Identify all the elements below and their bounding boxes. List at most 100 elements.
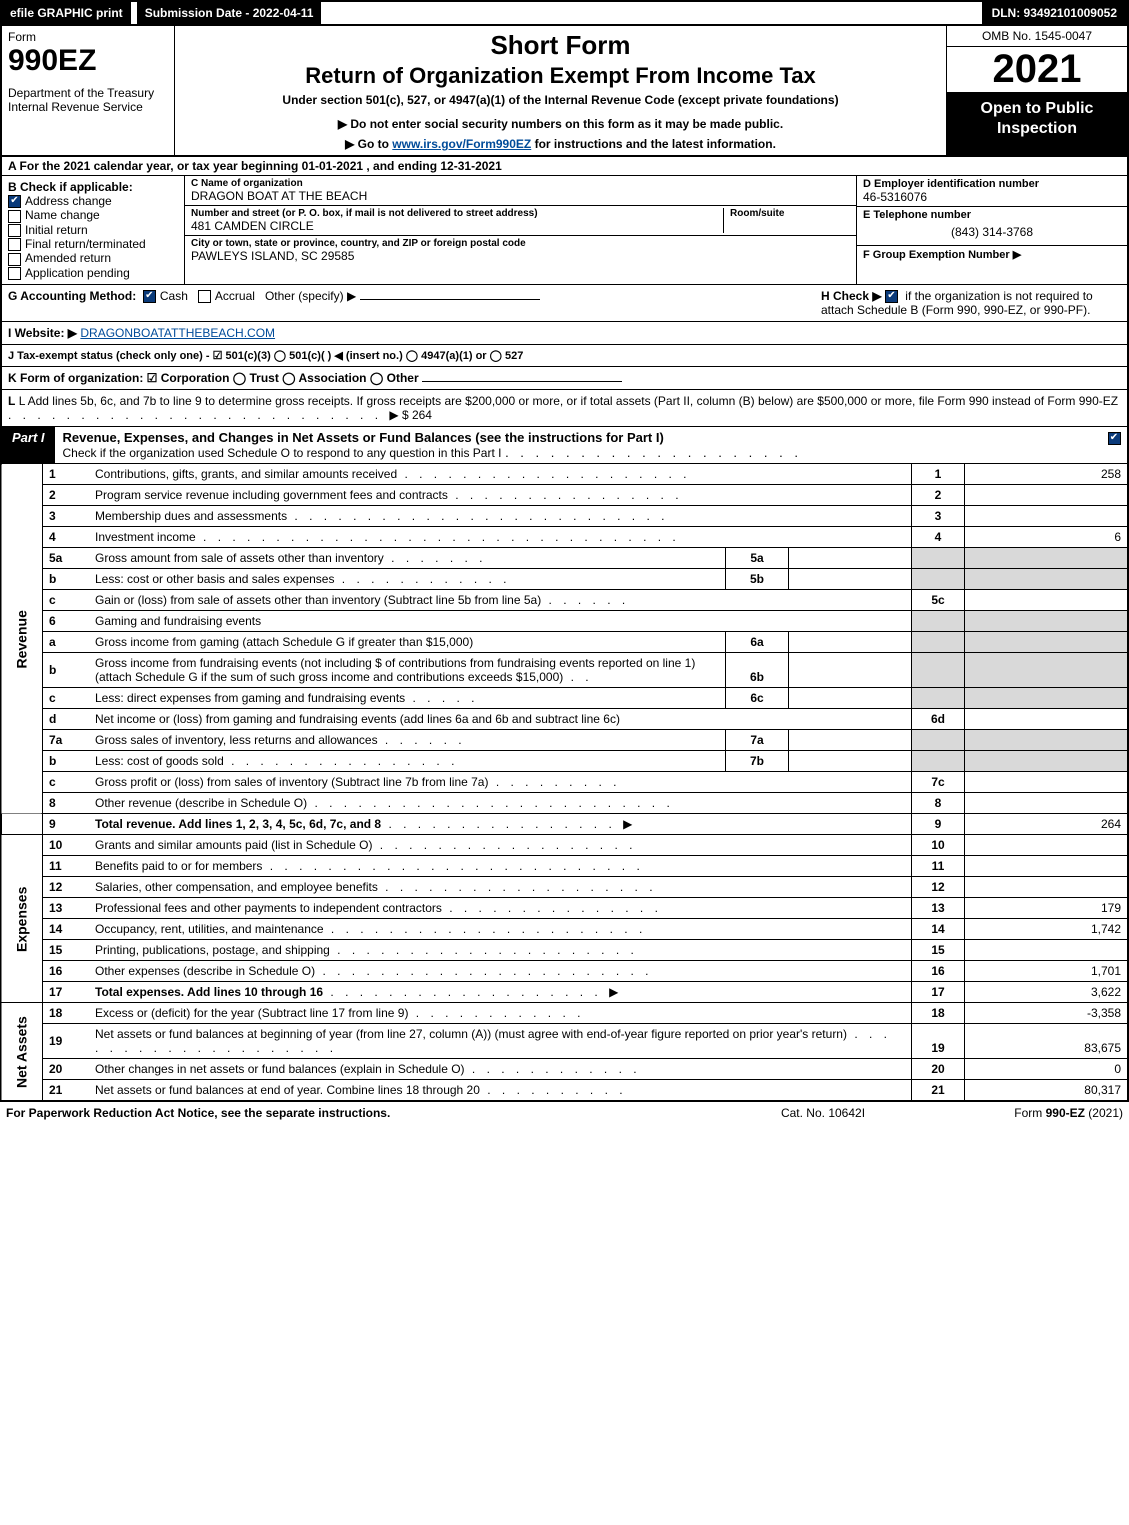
dots: . . . . . . . . . . . . . . . . . . . .: [505, 445, 802, 460]
table-row: 9 Total revenue. Add lines 1, 2, 3, 4, 5…: [1, 814, 1128, 835]
line-num: 1: [43, 464, 90, 485]
line-desc: Other expenses (describe in Schedule O) …: [89, 961, 912, 982]
line-desc: Printing, publications, postage, and shi…: [89, 940, 912, 961]
line-num: 19: [43, 1024, 90, 1059]
line-val: 0: [965, 1059, 1129, 1080]
chk-label: Address change: [25, 194, 112, 208]
line-desc: Gross income from gaming (attach Schedul…: [89, 632, 726, 653]
form-number: 990EZ: [8, 44, 168, 78]
line-desc: Program service revenue including govern…: [89, 485, 912, 506]
table-row: 15 Printing, publications, postage, and …: [1, 940, 1128, 961]
line-desc: Other changes in net assets or fund bala…: [89, 1059, 912, 1080]
table-row: b Gross income from fundraising events (…: [1, 653, 1128, 688]
footer-center: Cat. No. 10642I: [723, 1106, 923, 1120]
line-box: 12: [912, 877, 965, 898]
footer-right: Form 990-EZ (2021): [923, 1106, 1123, 1120]
other-org-line[interactable]: [422, 381, 622, 382]
part-i-checkbox[interactable]: ✔: [1105, 427, 1127, 463]
ein-label: D Employer identification number: [863, 178, 1121, 190]
phone-value: (843) 314-3768: [863, 221, 1121, 243]
website-label: I Website: ▶: [8, 326, 77, 340]
line-num: 2: [43, 485, 90, 506]
line-box: 15: [912, 940, 965, 961]
line-val: [965, 590, 1129, 611]
line-num: 3: [43, 506, 90, 527]
check-icon[interactable]: ✔: [885, 290, 898, 303]
website-link[interactable]: DRAGONBOATATTHEBEACH.COM: [80, 326, 275, 340]
line-desc: Gaming and fundraising events: [89, 611, 912, 632]
row-a-calendar-year: A For the 2021 calendar year, or tax yea…: [0, 157, 1129, 176]
line-box-shade: [912, 548, 965, 569]
address-value: 481 CAMDEN CIRCLE: [191, 219, 723, 233]
line-num: 8: [43, 793, 90, 814]
line-num: 15: [43, 940, 90, 961]
line-box-shade: [912, 611, 965, 632]
row-g-h: G Accounting Method: ✔Cash Accrual Other…: [0, 285, 1129, 322]
org-name-label: C Name of organization: [191, 178, 850, 189]
side-blank: [1, 814, 43, 835]
line-num: 13: [43, 898, 90, 919]
table-row: 4 Investment income . . . . . . . . . . …: [1, 527, 1128, 548]
goto-link[interactable]: www.irs.gov/Form990EZ: [392, 137, 531, 151]
check-icon: ✔: [1108, 432, 1121, 445]
sub-box: 5b: [726, 569, 789, 590]
chk-name-change[interactable]: Name change: [8, 208, 178, 222]
sub-box: 6c: [726, 688, 789, 709]
line-box: 11: [912, 856, 965, 877]
efile-label[interactable]: efile GRAPHIC print: [2, 2, 131, 24]
check-icon[interactable]: [198, 290, 211, 303]
line-box-shade: [912, 688, 965, 709]
side-revenue: Revenue: [1, 464, 43, 814]
line-val: [965, 772, 1129, 793]
line-box: 16: [912, 961, 965, 982]
check-icon[interactable]: ✔: [143, 290, 156, 303]
sub-box: 7b: [726, 751, 789, 772]
sub-val: [789, 688, 912, 709]
table-row: 2 Program service revenue including gove…: [1, 485, 1128, 506]
check-icon: [8, 238, 21, 251]
chk-amended-return[interactable]: Amended return: [8, 251, 178, 265]
line-box-shade: [912, 632, 965, 653]
line-box: 19: [912, 1024, 965, 1059]
chk-application-pending[interactable]: Application pending: [8, 266, 178, 280]
col-c-org-info: C Name of organization DRAGON BOAT AT TH…: [185, 176, 856, 284]
line-box: 18: [912, 1003, 965, 1024]
sub-val: [789, 653, 912, 688]
line-num: a: [43, 632, 90, 653]
line-num: 5a: [43, 548, 90, 569]
line-num: b: [43, 653, 90, 688]
line-val: 1,742: [965, 919, 1129, 940]
chk-address-change[interactable]: ✔Address change: [8, 194, 178, 208]
page-footer: For Paperwork Reduction Act Notice, see …: [0, 1101, 1129, 1124]
line-num: 18: [43, 1003, 90, 1024]
line-num: 6: [43, 611, 90, 632]
row-j-tax-exempt: J Tax-exempt status (check only one) - ☑…: [0, 345, 1129, 367]
part-i-header: Part I Revenue, Expenses, and Changes in…: [0, 427, 1129, 464]
row-h: H Check ▶ ✔ if the organization is not r…: [813, 289, 1121, 317]
line-val: 264: [965, 814, 1129, 835]
check-icon: [8, 253, 21, 266]
line-box-shade: [912, 569, 965, 590]
line-box: 21: [912, 1080, 965, 1101]
k-text: K Form of organization: ☑ Corporation ◯ …: [8, 371, 419, 385]
l-amount: ▶ $ 264: [389, 408, 432, 422]
check-icon: [8, 210, 21, 223]
line-desc: Gain or (loss) from sale of assets other…: [89, 590, 912, 611]
line-val: 83,675: [965, 1024, 1129, 1059]
table-row: 6 Gaming and fundraising events: [1, 611, 1128, 632]
line-val: 258: [965, 464, 1129, 485]
goto-pre: ▶ Go to: [345, 137, 392, 151]
chk-initial-return[interactable]: Initial return: [8, 223, 178, 237]
footer-right-form: 990-EZ: [1046, 1106, 1085, 1120]
chk-final-return[interactable]: Final return/terminated: [8, 237, 178, 251]
other-specify-line[interactable]: [360, 299, 540, 300]
org-name-cell: C Name of organization DRAGON BOAT AT TH…: [185, 176, 856, 206]
check-icon: [8, 267, 21, 280]
line-desc: Investment income . . . . . . . . . . . …: [89, 527, 912, 548]
ssn-note: ▶ Do not enter social security numbers o…: [181, 117, 940, 131]
line-val: -3,358: [965, 1003, 1129, 1024]
line-val: [965, 856, 1129, 877]
ein-cell: D Employer identification number 46-5316…: [857, 176, 1127, 207]
line-val: [965, 485, 1129, 506]
line-val-shade: [965, 653, 1129, 688]
